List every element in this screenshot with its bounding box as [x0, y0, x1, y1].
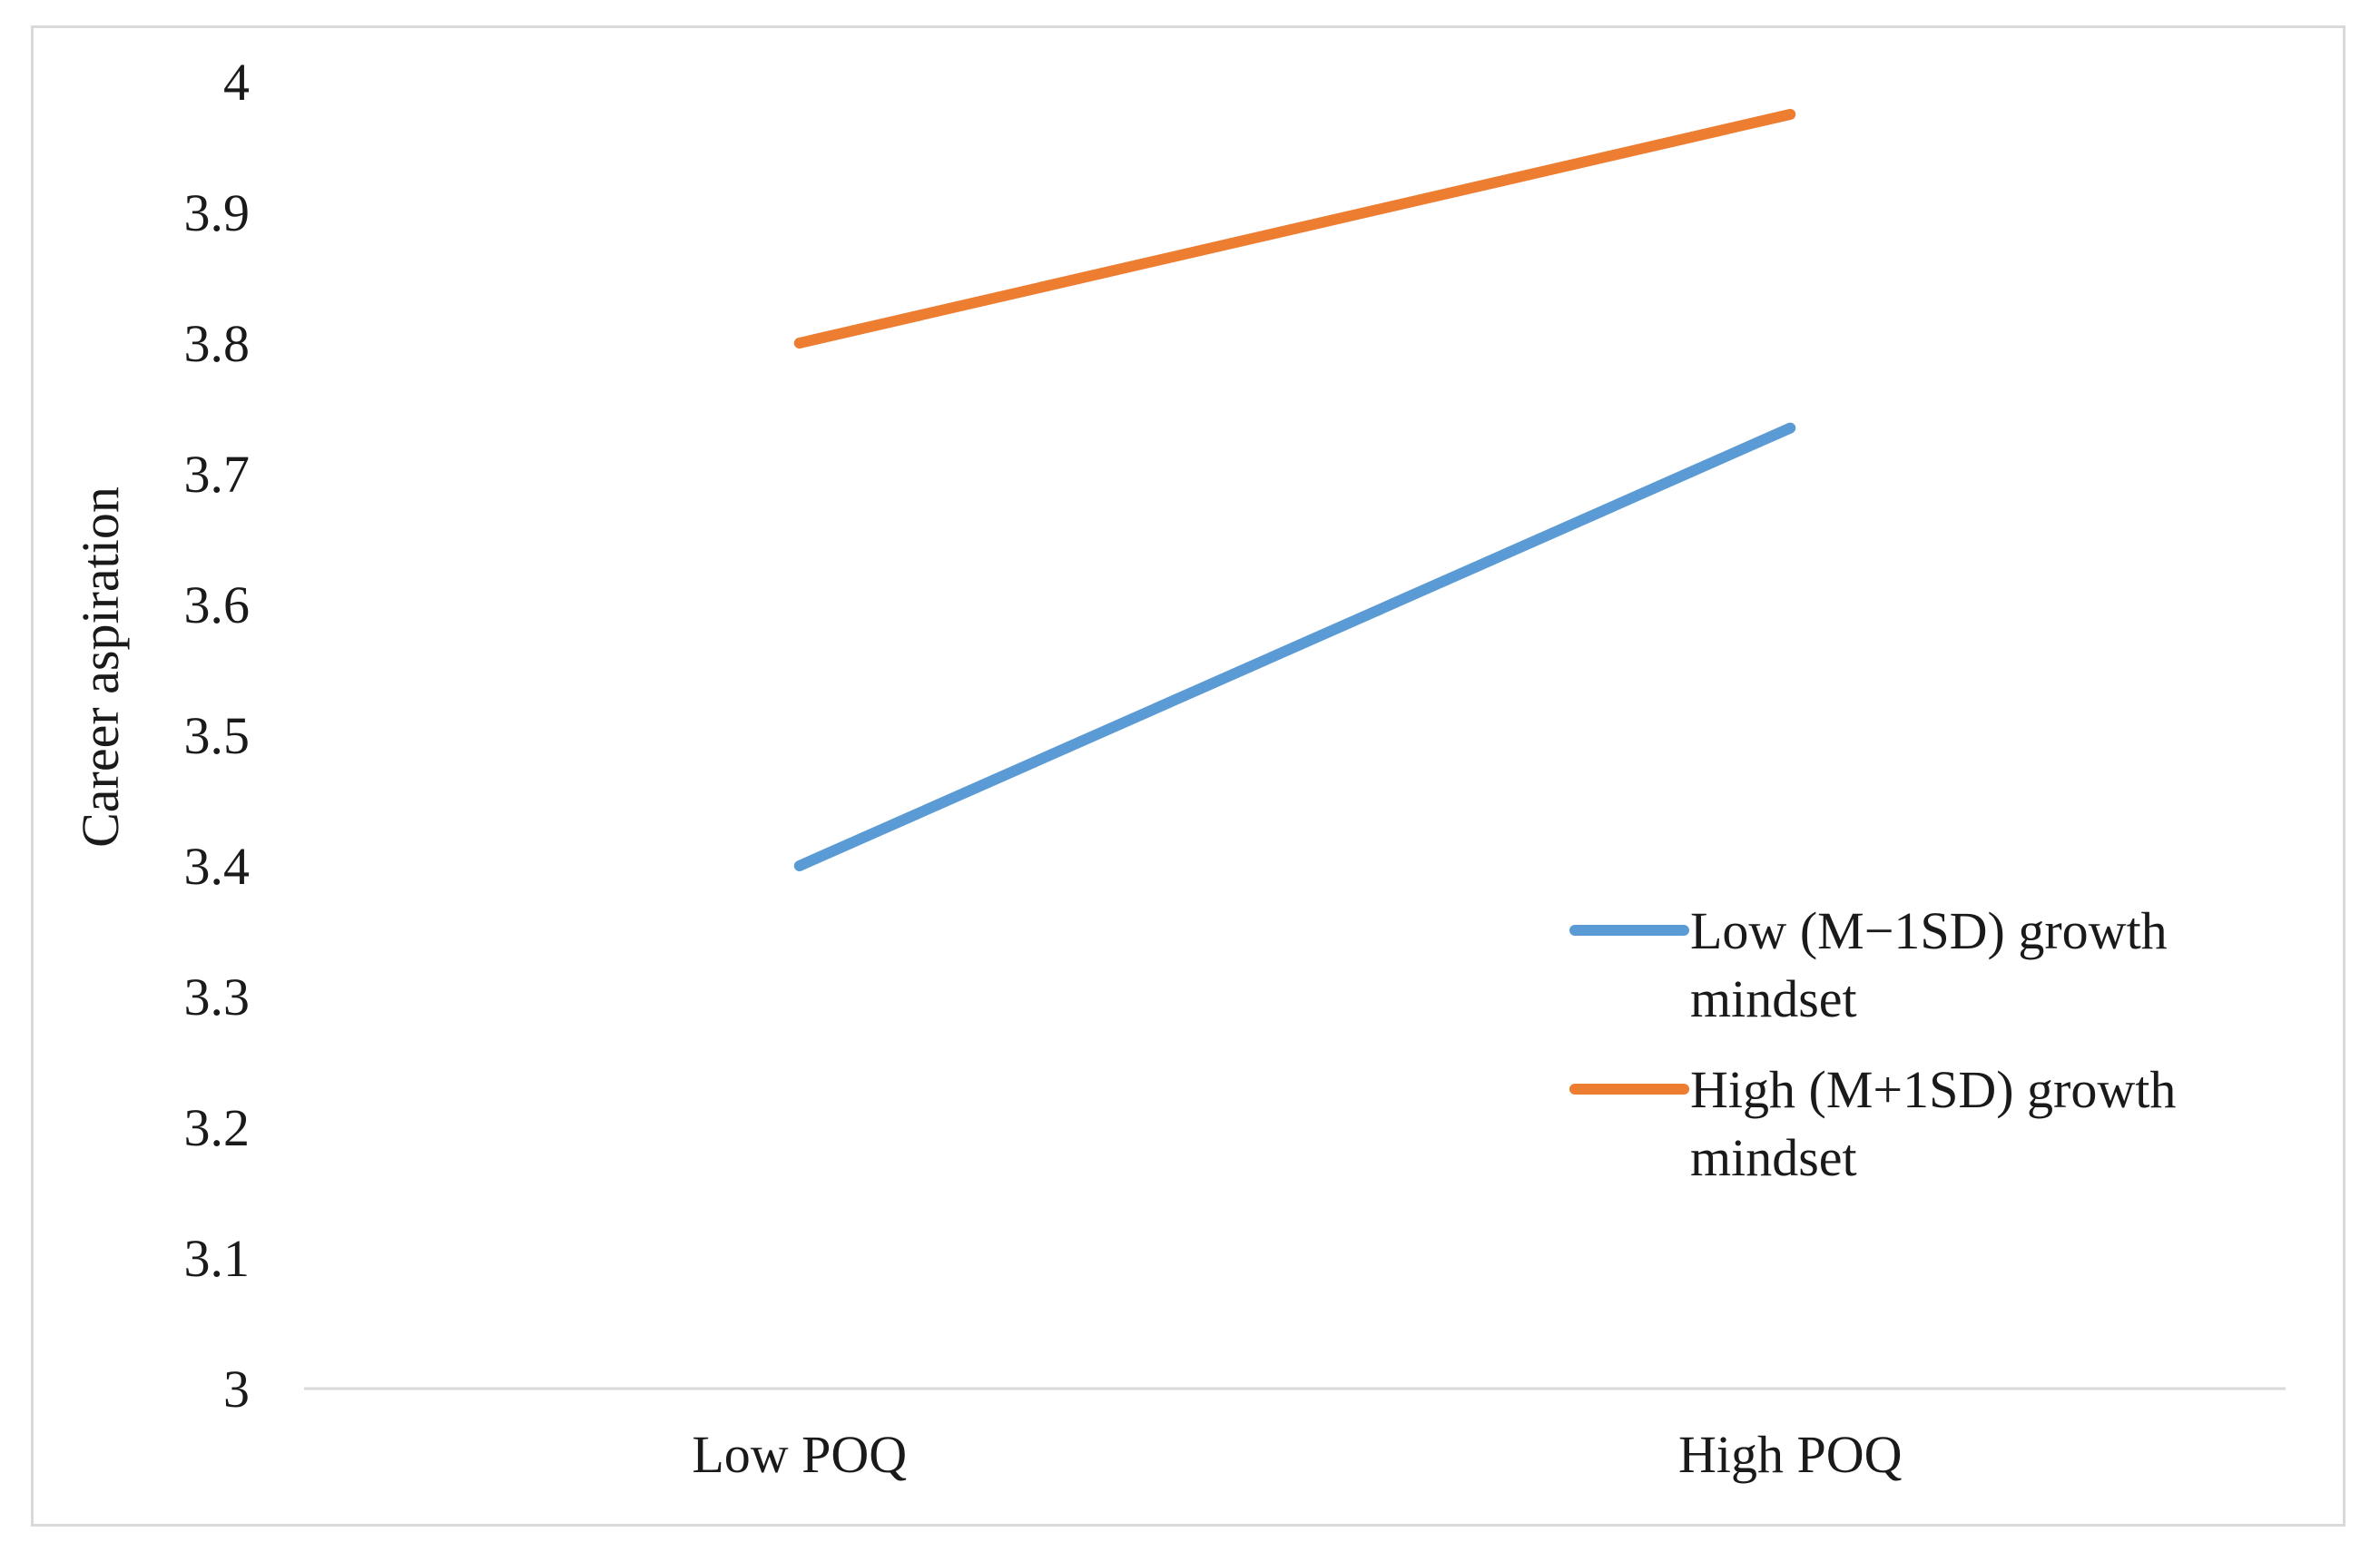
y-tick-label: 3.5	[184, 706, 251, 765]
legend: Low (M−1SD) growth mindset High (M+1SD) gr…	[1569, 901, 2176, 1187]
legend-label-1: Low (M−1SD) growth	[1690, 901, 2168, 960]
y-tick-label: 3.3	[184, 968, 251, 1026]
y-tick-label: 3.7	[184, 445, 251, 504]
y-tick-label: 3.6	[184, 575, 251, 634]
y-tick-label: 3.4	[184, 837, 251, 896]
chart-frame	[31, 25, 2346, 1527]
y-tick-label: 3.2	[184, 1098, 251, 1157]
x-tick-label: Low POQ	[692, 1425, 907, 1484]
legend-label-1: mindset	[1690, 969, 1857, 1028]
series-line-1	[793, 422, 1796, 871]
y-tick-label: 3.9	[184, 183, 251, 242]
y-axis-title: Career aspiration	[71, 486, 130, 848]
series-lines	[793, 109, 1796, 871]
series-line-2	[793, 109, 1796, 349]
legend-label-2: High (M+1SD) growth	[1690, 1060, 2176, 1119]
x-tick-label: High POQ	[1678, 1425, 1903, 1484]
y-tick-label: 3.8	[184, 314, 251, 373]
x-axis-ticks: Low POQ High POQ	[692, 1425, 1902, 1484]
y-tick-label: 4	[223, 53, 250, 112]
y-tick-label: 3	[223, 1360, 250, 1419]
legend-label-2: mindset	[1690, 1128, 1857, 1187]
y-axis-ticks: 3 3.1 3.2 3.3 3.4 3.5 3.6 3.7 3.8 3.9 4	[184, 53, 251, 1419]
y-tick-label: 3.1	[184, 1229, 251, 1288]
